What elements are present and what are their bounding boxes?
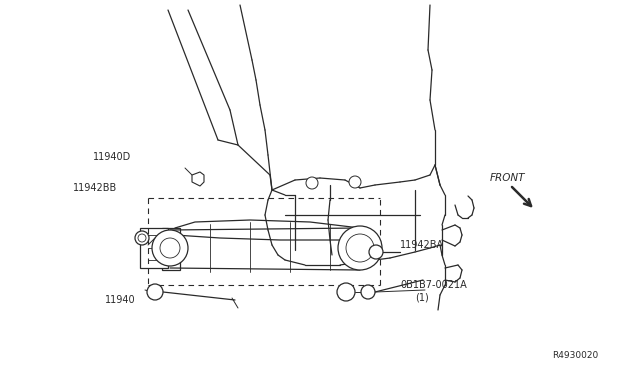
Text: 11942BA: 11942BA [400, 240, 444, 250]
Text: (1): (1) [415, 293, 429, 303]
Circle shape [361, 285, 375, 299]
Text: 11940D: 11940D [93, 152, 131, 162]
Text: R4930020: R4930020 [552, 350, 598, 359]
Text: 0B1B7-0021A: 0B1B7-0021A [400, 280, 467, 290]
Polygon shape [192, 172, 204, 186]
Circle shape [346, 234, 374, 262]
Circle shape [338, 226, 382, 270]
Text: B: B [343, 288, 349, 296]
Text: 11942BB: 11942BB [73, 183, 117, 193]
Polygon shape [140, 228, 168, 268]
Text: 11940: 11940 [105, 295, 136, 305]
Polygon shape [162, 228, 180, 270]
Text: FRONT: FRONT [490, 173, 525, 183]
Circle shape [138, 234, 146, 242]
Polygon shape [170, 220, 362, 240]
Circle shape [160, 238, 180, 258]
Circle shape [349, 176, 361, 188]
Circle shape [306, 177, 318, 189]
Circle shape [152, 230, 188, 266]
Circle shape [135, 231, 149, 245]
Circle shape [369, 245, 383, 259]
Circle shape [337, 283, 355, 301]
Circle shape [147, 284, 163, 300]
